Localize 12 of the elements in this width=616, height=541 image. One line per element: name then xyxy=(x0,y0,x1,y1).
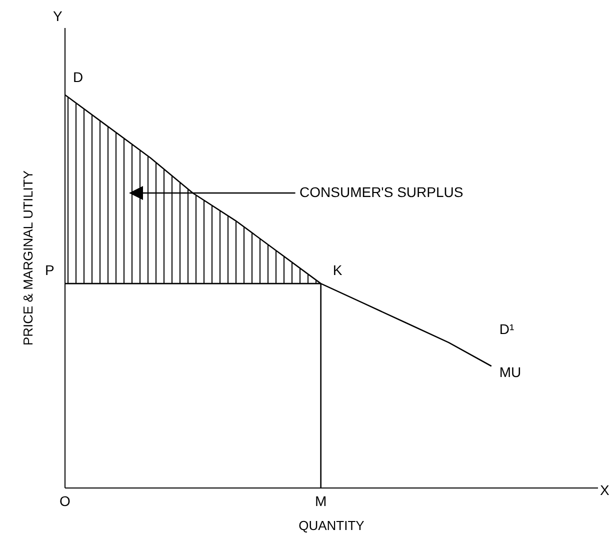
x-tick-label: O xyxy=(60,492,71,509)
x-tick-label: M xyxy=(315,492,327,509)
text: Y xyxy=(53,8,62,24)
annotation: MU xyxy=(499,364,522,380)
annotation: D¹ xyxy=(499,321,514,338)
text: P xyxy=(45,262,54,278)
annotation: K xyxy=(332,262,342,278)
x-axis-title: QUANTITY xyxy=(298,518,365,533)
annotation: D xyxy=(73,68,84,85)
text: X xyxy=(600,482,610,498)
y-axis-title: PRICE & MARGINAL UTILITY xyxy=(20,170,36,346)
annotation: CONSUMER'S SURPLUS xyxy=(300,184,464,200)
